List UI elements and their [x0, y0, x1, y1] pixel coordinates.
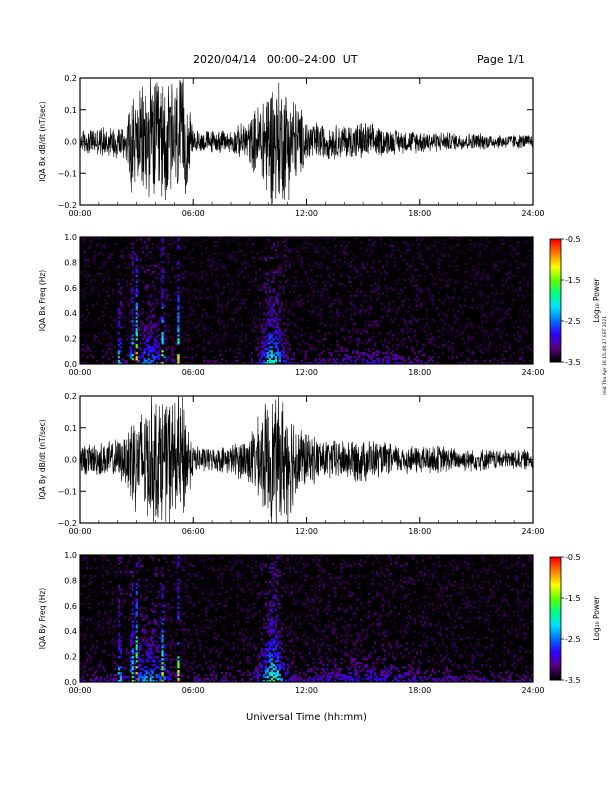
- y-axis-label: IQA Bx dB/dt (nT/sec): [38, 101, 47, 182]
- page-title: 2020/04/14 00:00–24:00 UT: [193, 53, 358, 66]
- colorbar-frame: [549, 238, 562, 363]
- series-line: [80, 396, 533, 523]
- colorbar-label: Log₁₀ Power: [592, 277, 601, 322]
- colorbar-tick-label: -2.5: [565, 635, 581, 644]
- y-tick-label: 0.2: [64, 653, 77, 662]
- y-tick-label: 1.0: [64, 233, 77, 242]
- x-tick-label: 12:00: [295, 368, 318, 377]
- x-tick-label: 24:00: [521, 368, 544, 377]
- y-axis-label: IQA By dB/dt (nT/sec): [38, 419, 47, 500]
- y-tick-label: 0.6: [64, 284, 77, 293]
- series-line: [80, 78, 533, 205]
- colorbar-tick-label: -3.5: [565, 676, 581, 685]
- y-tick-label: 0.4: [64, 627, 77, 636]
- y-tick-label: 0.1: [64, 424, 77, 433]
- x-tick-label: 06:00: [182, 368, 205, 377]
- page-number: Page 1/1: [477, 53, 525, 66]
- x-tick-label: 12:00: [295, 686, 318, 695]
- x-tick-label: 06:00: [182, 527, 205, 536]
- x-tick-label: 18:00: [408, 209, 431, 218]
- y-tick-label: −0.2: [58, 519, 77, 528]
- x-tick-label: 00:00: [68, 686, 91, 695]
- y-axis-label: IQA By Freq (Hz): [38, 588, 47, 650]
- y-tick-label: 0.0: [64, 456, 77, 465]
- y-tick-label: 1.0: [64, 551, 77, 560]
- y-tick-label: 0.1: [64, 106, 77, 115]
- y-tick-label: 0.8: [64, 258, 77, 267]
- x-tick-label: 18:00: [408, 368, 431, 377]
- colorbar-tick-label: -3.5: [565, 358, 581, 367]
- y-tick-label: 0.0: [64, 138, 77, 147]
- y-tick-label: 0.0: [64, 678, 77, 687]
- x-tick-label: 00:00: [68, 368, 91, 377]
- x-tick-label: 06:00: [182, 686, 205, 695]
- x-tick-label: 12:00: [295, 209, 318, 218]
- x-tick-label: 12:00: [295, 527, 318, 536]
- colorbar-frame: [549, 556, 562, 681]
- spectrogram-cells: [80, 555, 534, 683]
- colorbar-label: Log₁₀ Power: [592, 595, 601, 640]
- colorbar: [550, 239, 561, 363]
- colorbar-tick-label: -1.5: [565, 276, 581, 285]
- x-tick-label: 24:00: [521, 527, 544, 536]
- y-tick-label: 0.2: [64, 74, 77, 83]
- x-tick-label: 00:00: [68, 527, 91, 536]
- y-tick-label: −0.2: [58, 201, 77, 210]
- x-tick-label: 06:00: [182, 209, 205, 218]
- y-tick-label: −0.1: [58, 169, 77, 178]
- y-axis-label: IQA Bx Freq (Hz): [38, 270, 47, 332]
- y-tick-label: 0.4: [64, 309, 77, 318]
- y-tick-label: 0.8: [64, 576, 77, 585]
- colorbar: [550, 557, 561, 681]
- y-tick-label: −0.1: [58, 487, 77, 496]
- spectrogram-cells: [80, 237, 534, 365]
- x-tick-label: 18:00: [408, 686, 431, 695]
- y-tick-label: 0.0: [64, 360, 77, 369]
- x-axis-label: Universal Time (hh:mm): [246, 712, 367, 723]
- colorbar-tick-label: -0.5: [565, 553, 581, 562]
- colorbar-tick-label: -0.5: [565, 235, 581, 244]
- x-tick-label: 18:00: [408, 527, 431, 536]
- x-tick-label: 24:00: [521, 686, 544, 695]
- y-tick-label: 0.2: [64, 335, 77, 344]
- colorbar-tick-label: -1.5: [565, 594, 581, 603]
- x-tick-label: 24:00: [521, 209, 544, 218]
- x-tick-label: 00:00: [68, 209, 91, 218]
- y-tick-label: 0.2: [64, 392, 77, 401]
- y-tick-label: 0.6: [64, 602, 77, 611]
- colorbar-tick-label: -2.5: [565, 317, 581, 326]
